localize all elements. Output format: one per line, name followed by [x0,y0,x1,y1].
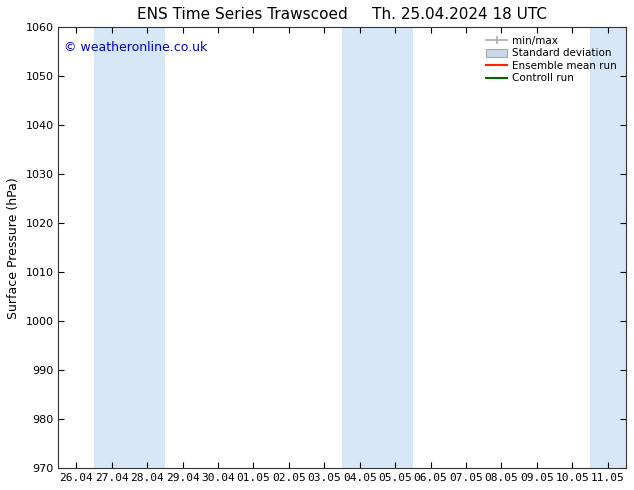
Text: © weatheronline.co.uk: © weatheronline.co.uk [64,41,207,53]
Y-axis label: Surface Pressure (hPa): Surface Pressure (hPa) [7,177,20,318]
Bar [590,27,626,468]
Legend: min/max, Standard deviation, Ensemble mean run, Controll run: min/max, Standard deviation, Ensemble me… [483,32,620,87]
Bar [342,27,377,468]
Title: ENS Time Series Trawscoed     Th. 25.04.2024 18 UTC: ENS Time Series Trawscoed Th. 25.04.2024… [137,7,547,22]
Bar [129,27,165,468]
Bar [94,27,129,468]
Bar [377,27,413,468]
